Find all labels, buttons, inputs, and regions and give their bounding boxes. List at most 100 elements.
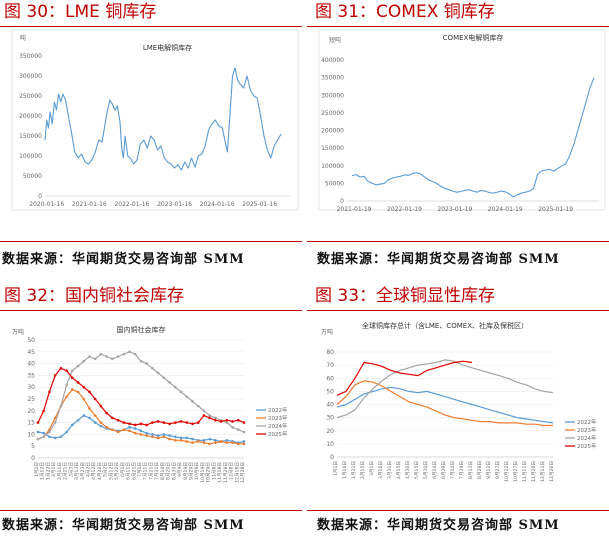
series-point <box>88 390 91 394</box>
series-point <box>214 439 217 442</box>
series-point <box>105 426 108 429</box>
y-tick-label: 250000 <box>321 110 344 117</box>
y-tick-label: 50000 <box>23 173 42 180</box>
x-tick-label: 10月27日 <box>513 461 519 482</box>
series-point <box>208 437 211 441</box>
series-point <box>82 385 86 389</box>
x-tick-label: 7月1日 <box>137 462 143 477</box>
series-point <box>36 437 40 441</box>
y-tick-label: 60 <box>326 375 334 382</box>
series-point <box>111 416 114 420</box>
series-point <box>151 433 154 436</box>
series-point <box>82 397 86 401</box>
series-point <box>133 352 137 356</box>
y-tick-label: 0 <box>31 455 35 462</box>
source-rule <box>307 510 609 511</box>
y-unit-label: 短吨 <box>329 36 341 44</box>
series-point <box>179 390 183 394</box>
series-point <box>42 435 46 439</box>
x-tick-label: 12月18日 <box>234 462 240 483</box>
series-point <box>214 416 217 420</box>
x-tick-label: 11月26日 <box>531 461 537 482</box>
x-tick-label: 3月1日 <box>369 461 375 476</box>
series-point <box>242 442 246 446</box>
series-point <box>71 388 74 391</box>
y-unit-label: 万吨 <box>321 328 333 336</box>
x-tick-label: 2月1日 <box>51 462 57 477</box>
series-point <box>174 439 177 442</box>
y-unit-label: 万吨 <box>12 328 24 336</box>
y-tick-label: 50 <box>27 337 35 344</box>
series-point <box>93 397 97 401</box>
series-point <box>133 427 137 430</box>
series-point <box>196 404 200 408</box>
series-point <box>139 429 143 433</box>
x-tick-label: 4月2日 <box>86 462 92 477</box>
x-tick-label: 2021-01-19 <box>337 206 372 213</box>
series-point <box>133 431 137 435</box>
series-point <box>53 416 57 420</box>
x-tick-label: 9月9日 <box>177 462 183 477</box>
x-tick-label: 2024-01-19 <box>488 206 523 213</box>
series-point <box>156 371 160 375</box>
series-point <box>236 442 240 446</box>
x-tick-label: 1月22日 <box>45 462 51 480</box>
series-point <box>128 422 131 426</box>
series-point <box>88 355 91 358</box>
x-tick-label: 11月18日 <box>217 462 223 483</box>
series-point <box>36 421 40 424</box>
x-tick-label: 3月3日 <box>68 462 74 477</box>
panel-comex: 图 31：COMEX 铜库存 COMEX电解铜库存 短吨 0 50000 100000 1… <box>307 0 609 268</box>
series-point <box>168 381 171 384</box>
series-point <box>76 390 80 394</box>
chart-title: LME电解铜库存 <box>143 43 192 52</box>
y-tick-label: 350000 <box>19 53 42 60</box>
series-point <box>42 431 46 435</box>
x-tick-label: 5月30日 <box>423 461 429 479</box>
x-tick-label: 6月11日 <box>126 462 132 480</box>
series-point <box>145 362 149 365</box>
x-tick-label: 1月31日 <box>351 461 357 479</box>
series-line-3 <box>37 351 245 440</box>
series-point <box>111 428 114 431</box>
series-point <box>162 433 166 436</box>
source-rule <box>0 241 302 242</box>
series-point <box>196 440 200 443</box>
y-tick-label: 10 <box>27 431 35 438</box>
y-tick-label: 0 <box>38 193 42 200</box>
panel-global-visible: 图 33：全球铜显性库存 全球铜库存总计（含LME、COMEX、社库及保税区） 万… <box>307 284 609 536</box>
y-tick-label: 200000 <box>321 128 344 135</box>
chart-title: 国内铜社会库存 <box>117 325 166 334</box>
series-point <box>185 436 189 440</box>
series-point <box>168 437 171 441</box>
x-tick-label: 6月29日 <box>441 461 447 479</box>
series-point <box>208 416 211 420</box>
series-point <box>93 357 97 361</box>
x-tick-label: 2025-01-19 <box>538 206 573 213</box>
y-tick-label: 400000 <box>321 57 344 64</box>
y-tick-label: 70 <box>326 362 334 369</box>
series-point <box>59 435 63 439</box>
x-tick-label: 7月11日 <box>143 462 149 480</box>
series-point <box>214 418 217 422</box>
x-tick-label: 10月12日 <box>504 461 510 482</box>
x-tick-label: 12月26日 <box>549 461 555 482</box>
series-point <box>156 436 160 440</box>
series-point <box>71 369 74 372</box>
y-tick-label: 250000 <box>19 93 42 100</box>
series-point <box>48 390 51 394</box>
panel-lme: 图 30：LME 铜库存 LME电解铜库存 吨 0 50000 100000 150000… <box>0 0 302 268</box>
series-point <box>208 414 211 417</box>
x-tick-label: 4月22日 <box>97 462 103 480</box>
y-tick-label: 10 <box>326 441 334 448</box>
series-point <box>236 418 240 422</box>
series-point <box>53 421 57 424</box>
series-point <box>53 436 57 440</box>
x-tick-label: 7月14日 <box>450 461 456 479</box>
series-point <box>174 385 177 389</box>
y-tick-label: 40 <box>27 361 35 368</box>
series-point <box>202 409 206 413</box>
series-point <box>76 418 80 422</box>
series-point <box>128 429 131 433</box>
series-point <box>76 381 80 384</box>
